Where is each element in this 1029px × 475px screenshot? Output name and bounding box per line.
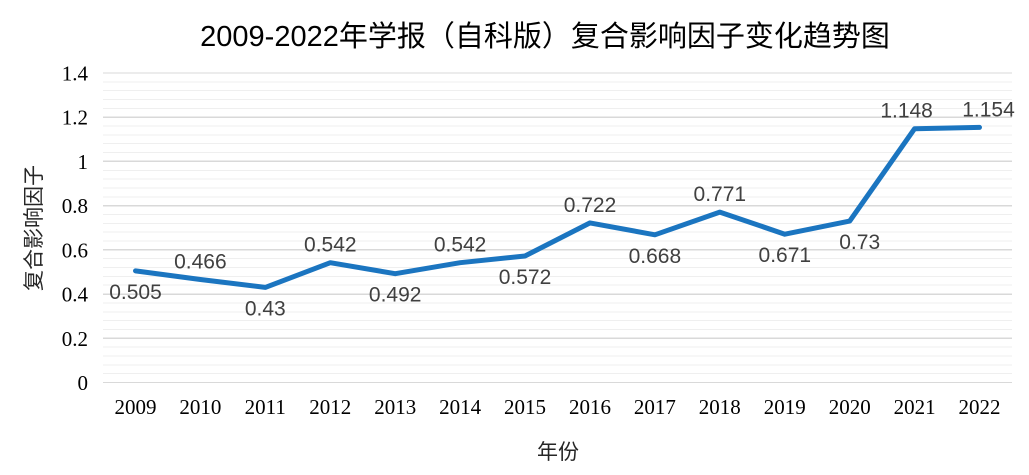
y-tick-label: 1 bbox=[78, 150, 89, 174]
data-point-label: 1.148 bbox=[880, 100, 933, 123]
data-point-label: 0.505 bbox=[109, 281, 162, 304]
y-tick-label: 0.6 bbox=[62, 238, 88, 262]
data-point-label: 1.154 bbox=[962, 98, 1015, 121]
data-point-label: 0.771 bbox=[694, 183, 747, 206]
x-tick-label: 2015 bbox=[504, 395, 546, 419]
x-tick-label: 2021 bbox=[894, 395, 936, 419]
series-line bbox=[133, 124, 982, 290]
data-point-label: 0.542 bbox=[434, 234, 487, 257]
y-tick-label: 0 bbox=[78, 371, 89, 395]
x-tick-label: 2016 bbox=[569, 395, 611, 419]
x-tick-label: 2019 bbox=[764, 395, 806, 419]
y-tick-label: 0.4 bbox=[62, 283, 89, 307]
data-point-label: 0.668 bbox=[629, 245, 682, 268]
x-tick-label: 2014 bbox=[439, 395, 482, 419]
y-tick-label: 1.4 bbox=[62, 62, 89, 86]
x-tick-label: 2020 bbox=[829, 395, 871, 419]
x-tick-label: 2017 bbox=[634, 395, 676, 419]
x-tick-label: 2013 bbox=[374, 395, 416, 419]
y-tick-label: 0.2 bbox=[62, 327, 88, 351]
data-point-label: 0.542 bbox=[304, 234, 357, 257]
y-tick-label: 1.2 bbox=[62, 106, 88, 130]
x-tick-label: 2009 bbox=[115, 395, 157, 419]
data-point-label: 0.572 bbox=[499, 266, 552, 289]
x-tick-label: 2012 bbox=[309, 395, 351, 419]
x-tick-label: 2022 bbox=[959, 395, 1001, 419]
x-tick-label: 2011 bbox=[245, 395, 286, 419]
data-point-label: 0.466 bbox=[174, 251, 227, 274]
chart-title: 2009-2022年学报（自科版）复合影响因子变化趋势图 bbox=[200, 21, 890, 53]
data-point-label: 0.722 bbox=[564, 194, 617, 217]
data-point-label: 0.43 bbox=[245, 297, 286, 320]
data-point-label: 0.73 bbox=[839, 231, 880, 254]
x-tick-label: 2010 bbox=[179, 395, 221, 419]
data-point-label: 0.671 bbox=[759, 244, 812, 267]
y-tick-label: 0.8 bbox=[62, 194, 88, 218]
x-tick-label: 2018 bbox=[699, 395, 741, 419]
x-axis-title: 年份 bbox=[537, 441, 579, 464]
data-point-label: 0.492 bbox=[369, 284, 422, 307]
